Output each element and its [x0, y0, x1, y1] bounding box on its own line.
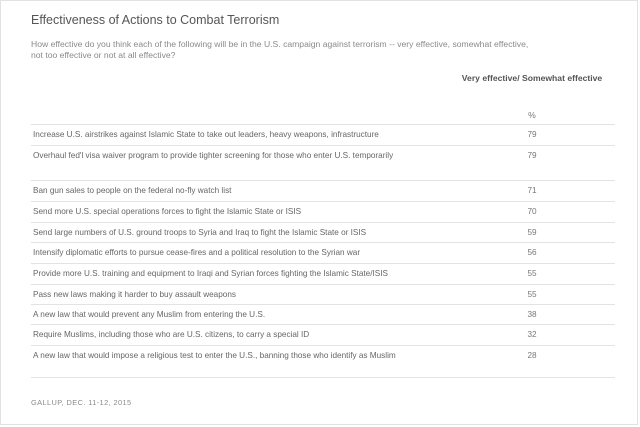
row-label: Send more U.S. special operations forces…: [33, 207, 302, 216]
row-value: 32: [527, 330, 537, 339]
row-value: 28: [527, 351, 537, 360]
row-value: 79: [527, 151, 537, 160]
row-label: Pass new laws making it harder to buy as…: [33, 290, 236, 299]
row-value: 71: [527, 186, 537, 195]
table-row: A new law that would impose a religious …: [31, 345, 615, 378]
row-value: 70: [527, 207, 537, 216]
row-label: Send large numbers of U.S. ground troops…: [33, 228, 367, 237]
source-note: GALLUP, DEC. 11-12, 2015: [31, 398, 132, 407]
table-row: Require Muslims, including those who are…: [31, 324, 615, 345]
row-value: 55: [527, 290, 537, 299]
table-row: Provide more U.S. training and equipment…: [31, 263, 615, 284]
row-value: 79: [527, 130, 537, 139]
column-header: Very effective/ Somewhat effective: [461, 73, 603, 83]
table-row: Pass new laws making it harder to buy as…: [31, 284, 615, 304]
row-label: Ban gun sales to people on the federal n…: [33, 186, 232, 195]
row-label: Require Muslims, including those who are…: [33, 330, 310, 339]
table-row: A new law that would prevent any Muslim …: [31, 304, 615, 324]
row-label: Intensify diplomatic efforts to pursue c…: [33, 248, 361, 257]
row-label: Overhaul fed'l visa waiver program to pr…: [33, 151, 394, 160]
row-value: 38: [527, 310, 537, 319]
row-value: 59: [527, 228, 537, 237]
row-label: A new law that would prevent any Muslim …: [33, 310, 266, 319]
table-row: Send large numbers of U.S. ground troops…: [31, 222, 615, 242]
results-table: Increase U.S. airstrikes against Islamic…: [31, 124, 615, 378]
percent-header: %: [528, 110, 536, 120]
table-row: Ban gun sales to people on the federal n…: [31, 180, 615, 201]
row-value: 56: [527, 248, 537, 257]
table-row: Intensify diplomatic efforts to pursue c…: [31, 242, 615, 263]
page-title: Effectiveness of Actions to Combat Terro…: [31, 13, 280, 27]
row-label: A new law that would impose a religious …: [33, 351, 396, 360]
table-row: Increase U.S. airstrikes against Islamic…: [31, 124, 615, 145]
row-label: Increase U.S. airstrikes against Islamic…: [33, 130, 379, 139]
row-value: 55: [527, 269, 537, 278]
table-row: Overhaul fed'l visa waiver program to pr…: [31, 145, 615, 180]
question-text: How effective do you think each of the f…: [31, 39, 529, 60]
table-row: Send more U.S. special operations forces…: [31, 201, 615, 222]
row-label: Provide more U.S. training and equipment…: [33, 269, 388, 278]
